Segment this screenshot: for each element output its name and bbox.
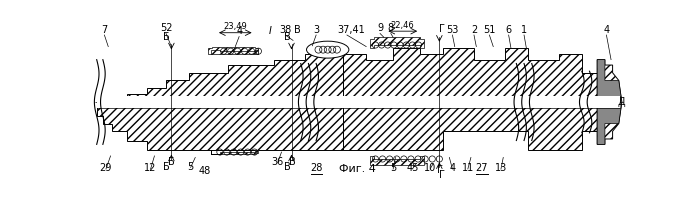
Text: Б: Б [163, 162, 170, 172]
Text: Г: Г [437, 165, 443, 175]
Text: 1: 1 [521, 25, 527, 35]
Text: Б: Б [168, 157, 174, 167]
Text: 45: 45 [406, 163, 419, 173]
Polygon shape [97, 54, 343, 150]
Polygon shape [97, 96, 621, 108]
Text: 11: 11 [461, 163, 474, 173]
Text: I: I [269, 26, 272, 36]
Text: 2: 2 [471, 25, 477, 35]
Text: 38: 38 [279, 25, 292, 35]
Polygon shape [211, 50, 258, 54]
Text: 52: 52 [160, 23, 172, 33]
Text: 4: 4 [450, 163, 456, 173]
Polygon shape [370, 156, 424, 165]
Text: Фиг. 4: Фиг. 4 [339, 164, 376, 174]
Text: 10: 10 [424, 163, 436, 173]
Text: 12: 12 [144, 163, 157, 173]
Text: 28: 28 [311, 163, 323, 173]
Polygon shape [208, 47, 258, 54]
Text: 23,49: 23,49 [223, 22, 247, 31]
Text: 37,41: 37,41 [337, 25, 364, 35]
Text: 48: 48 [198, 166, 211, 176]
Text: 5: 5 [390, 163, 396, 173]
Text: 51: 51 [483, 25, 496, 35]
Text: 5: 5 [188, 162, 194, 172]
Text: 9: 9 [377, 23, 383, 33]
Text: 53: 53 [446, 25, 459, 35]
Text: В: В [284, 32, 291, 42]
Text: 29: 29 [100, 163, 112, 173]
Text: В: В [284, 162, 291, 172]
Polygon shape [211, 150, 258, 154]
Text: 6: 6 [505, 25, 512, 35]
Text: 4: 4 [236, 26, 242, 36]
Polygon shape [597, 60, 622, 144]
Ellipse shape [306, 41, 349, 58]
Text: 8: 8 [388, 23, 394, 33]
Text: 13: 13 [495, 163, 507, 173]
Text: 27: 27 [475, 163, 488, 173]
Text: Г: Г [440, 24, 445, 34]
Text: Б: Б [163, 32, 170, 42]
Polygon shape [597, 60, 622, 144]
Text: В: В [294, 25, 300, 35]
Polygon shape [370, 37, 424, 48]
Polygon shape [343, 48, 597, 150]
Text: В: В [289, 157, 296, 167]
Text: 3: 3 [313, 25, 319, 35]
Text: 7: 7 [101, 25, 107, 35]
Text: 4: 4 [603, 25, 609, 35]
Text: Д: Д [617, 97, 625, 107]
Text: 22,46: 22,46 [390, 21, 414, 30]
Text: Г: Г [440, 170, 445, 180]
Text: 36: 36 [272, 157, 284, 167]
